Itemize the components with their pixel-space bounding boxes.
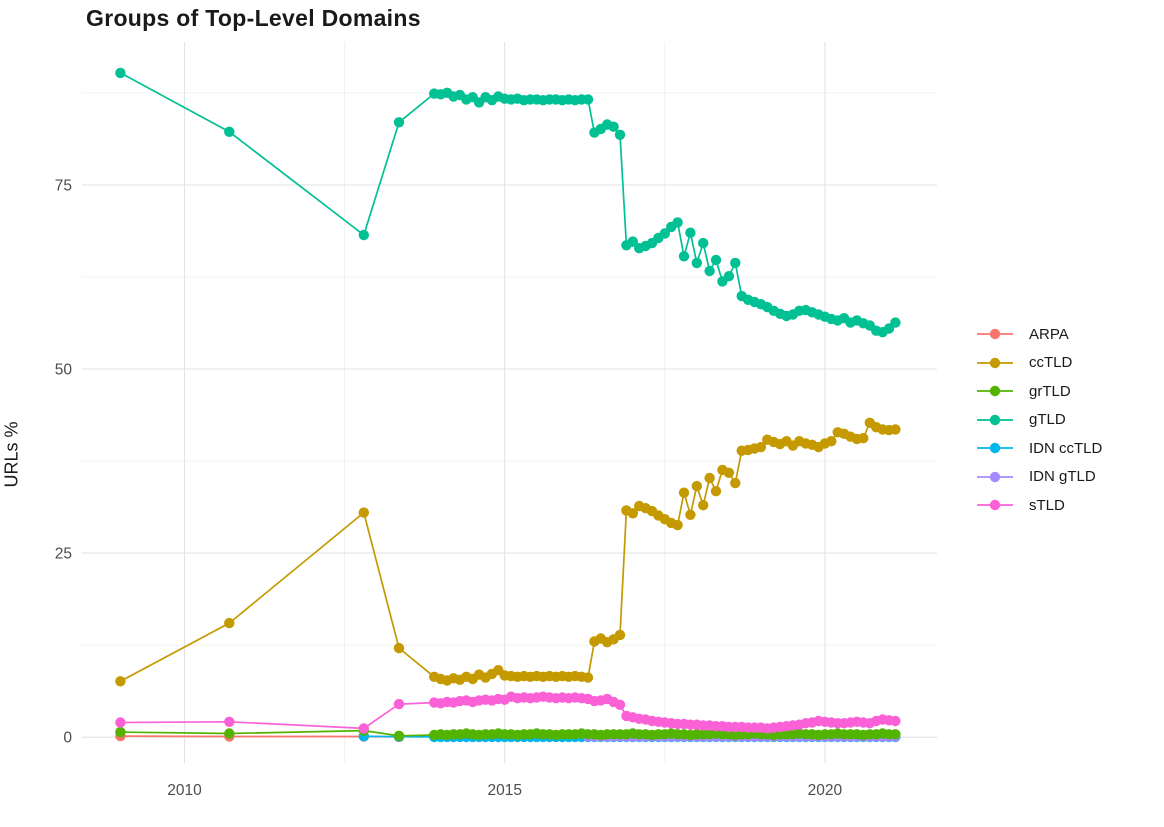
- series-cctld-point: [393, 642, 405, 654]
- series-gtld-point: [710, 254, 722, 266]
- series-cctld-point: [723, 467, 735, 478]
- series-gtld-point: [608, 121, 619, 132]
- series-grtld-point: [115, 726, 126, 738]
- legend-item-grtld: grTLD: [975, 377, 1102, 406]
- legend-label: grTLD: [1029, 382, 1071, 400]
- series-gtld-point: [627, 236, 638, 247]
- series-gtld-point: [723, 271, 735, 282]
- series-cctld-point: [224, 617, 235, 629]
- series-gtld-point: [614, 129, 626, 140]
- legend-label: ARPA: [1029, 325, 1069, 343]
- y-tick-label: 50: [55, 361, 73, 378]
- legend-key-arpa-icon: [977, 329, 1013, 340]
- series-cctld-point: [755, 441, 767, 453]
- legend: ARPA ccTLD grTLD gTLD IDN ccTLD IDN gTLD…: [975, 320, 1102, 520]
- series-gtld-point: [685, 227, 696, 238]
- legend-label: ccTLD: [1029, 354, 1073, 372]
- legend-key-cctld-icon: [977, 357, 1013, 368]
- series-arpa-line: [120, 735, 400, 738]
- series-gtld-point: [115, 67, 126, 79]
- series-cctld-point: [826, 436, 837, 447]
- series-gtld-point: [678, 251, 690, 262]
- y-tick-label: 25: [55, 546, 72, 563]
- series-grtld-point: [224, 728, 235, 739]
- series-cctld-point: [614, 629, 626, 641]
- legend-label: sTLD: [1029, 496, 1065, 514]
- series-cctld-point: [698, 500, 709, 511]
- series-cctld-point: [672, 519, 683, 531]
- series-gtld-point: [691, 257, 702, 269]
- legend-item-arpa: ARPA: [975, 320, 1102, 349]
- series-gtld-point: [659, 228, 670, 239]
- series-stld-point: [393, 698, 405, 710]
- series-stld-point: [890, 715, 901, 727]
- series-gtld-point: [730, 257, 741, 269]
- series-cctld-point: [115, 676, 126, 687]
- series-stld-point: [614, 699, 626, 710]
- legend-label: IDN gTLD: [1029, 468, 1096, 486]
- y-tick-label: 75: [55, 177, 72, 194]
- series-gtld-point: [704, 265, 715, 277]
- legend-key-idn-gtld-icon: [977, 471, 1013, 482]
- x-tick-label: 2010: [167, 782, 202, 799]
- series-cctld-point: [685, 509, 696, 520]
- series-gtld-point: [224, 126, 235, 137]
- legend-item-idn-gtld: IDN gTLD: [975, 463, 1102, 492]
- legend-key-gtld-icon: [977, 414, 1013, 425]
- legend-item-idn-cctld: IDN ccTLD: [975, 434, 1102, 463]
- y-axis-title: URLs %: [1, 421, 22, 488]
- legend-key-stld-icon: [977, 500, 1013, 511]
- legend-key-grtld-icon: [977, 386, 1013, 397]
- series-stld-point: [224, 716, 235, 727]
- y-tick-label: 0: [63, 730, 72, 747]
- series-cctld-point: [582, 672, 594, 683]
- series-cctld-point: [678, 487, 690, 498]
- legend-label: IDN ccTLD: [1029, 439, 1103, 457]
- chart-title: Groups of Top-Level Domains: [86, 5, 421, 31]
- series-cctld-point: [858, 433, 869, 444]
- series-gtld-point: [890, 317, 901, 328]
- x-tick-label: 2015: [487, 782, 521, 799]
- series-gtld-point: [358, 229, 369, 241]
- legend-label: gTLD: [1029, 411, 1066, 429]
- series-gtld-point: [393, 117, 405, 128]
- series-grtld-point: [890, 729, 901, 740]
- series-gtld-point: [672, 217, 683, 228]
- x-tick-label: 2020: [808, 782, 843, 799]
- series-gtld-point: [582, 94, 594, 105]
- series-gtld-line: [119, 72, 896, 334]
- series-grtld-point: [393, 730, 405, 741]
- series-cctld-point: [691, 480, 702, 492]
- series-stld-point: [358, 723, 369, 734]
- series-cctld-point: [627, 508, 638, 519]
- series-cctld-point: [704, 472, 715, 484]
- series-gtld-point: [698, 237, 709, 249]
- series-cctld-point: [710, 486, 722, 497]
- legend-key-idn-cctld-icon: [977, 443, 1013, 454]
- series-cctld-point: [730, 477, 741, 489]
- series-cctld-point: [358, 507, 369, 518]
- series-cctld-point: [890, 424, 901, 435]
- legend-item-gtld: gTLD: [975, 406, 1102, 435]
- series-stld-point: [115, 717, 126, 728]
- legend-item-cctld: ccTLD: [975, 349, 1102, 378]
- series-cctld-line: [119, 421, 896, 683]
- legend-item-stld: sTLD: [975, 491, 1102, 520]
